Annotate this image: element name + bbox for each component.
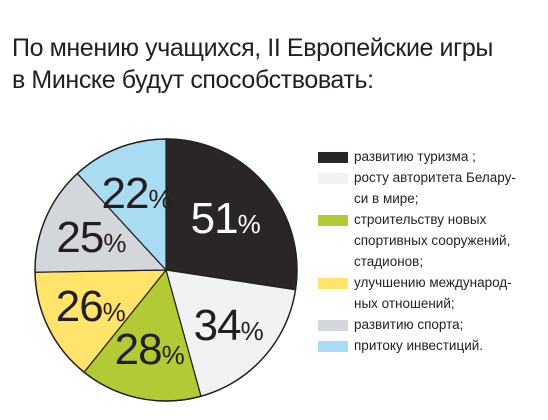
legend-label-line: си в мире;: [354, 191, 419, 206]
legend-swatch: [318, 215, 348, 226]
legend-swatch: [318, 152, 348, 163]
pie-value-number: 26: [55, 281, 104, 331]
pie-value-label-3: 28%: [114, 324, 185, 374]
legend-item: развитию туризма ;: [318, 146, 544, 167]
pie-value-number: 22: [101, 169, 150, 219]
pie-value-percent-sign: %: [237, 208, 261, 239]
pie-outline: [34, 138, 298, 402]
legend-swatch: [318, 173, 348, 184]
legend-label-line: улучшению международ-: [354, 275, 512, 290]
legend-item: строительству новых спортивных сооружений…: [318, 209, 544, 272]
pie-chart: [34, 138, 298, 402]
legend-label-line: строительству новых: [354, 212, 487, 227]
legend-item: росту авторитета Белару-си в мире;: [318, 167, 544, 209]
pie-value-number: 51: [190, 193, 239, 243]
pie-value-label-4: 26%: [55, 281, 126, 331]
pie-value-label-5: 25%: [56, 212, 127, 262]
legend: развитию туризма ; росту авторитета Белар…: [318, 146, 544, 356]
pie-value-label-1: 51%: [190, 193, 261, 243]
legend-label-line: стадионов;: [354, 254, 424, 269]
legend-item: развитию спорта;: [318, 314, 544, 335]
legend-swatch: [318, 320, 348, 331]
pie-value-percent-sign: %: [148, 184, 172, 215]
pie-value-number: 34: [193, 300, 242, 350]
pie-value-number: 25: [56, 212, 104, 262]
pie-value-percent-sign: %: [103, 227, 127, 258]
pie-value-percent-sign: %: [161, 339, 185, 370]
pie-value-label-2: 34%: [193, 300, 264, 350]
legend-label-line: спортивных сооружений,: [354, 233, 511, 248]
legend-label-line: развитию туризма ;: [354, 149, 476, 164]
legend-swatch: [318, 341, 348, 352]
legend-label-line: притоку инвестиций.: [354, 338, 484, 353]
chart-title-line-2: в Минске будут способствовать:: [12, 66, 374, 94]
pie-value-percent-sign: %: [102, 296, 126, 327]
legend-item: притоку инвестиций.: [318, 335, 544, 356]
chart-title-line-1: По мнению учащихся, II Европейские игры: [12, 34, 493, 62]
legend-label-line: росту авторитета Белару-: [354, 170, 516, 185]
legend-label-line: развитию спорта;: [354, 317, 464, 332]
pie-value-label-6: 22%: [102, 172, 172, 216]
legend-label-line: ных отношений;: [354, 296, 455, 311]
pie-value-number: 28: [114, 324, 163, 374]
legend-item: улучшению международ-ных отношений;: [318, 272, 544, 314]
chart-title: По мнению учащихся, II Европейские игры …: [12, 32, 542, 96]
pie-value-percent-sign: %: [240, 315, 264, 346]
legend-swatch: [318, 278, 348, 289]
